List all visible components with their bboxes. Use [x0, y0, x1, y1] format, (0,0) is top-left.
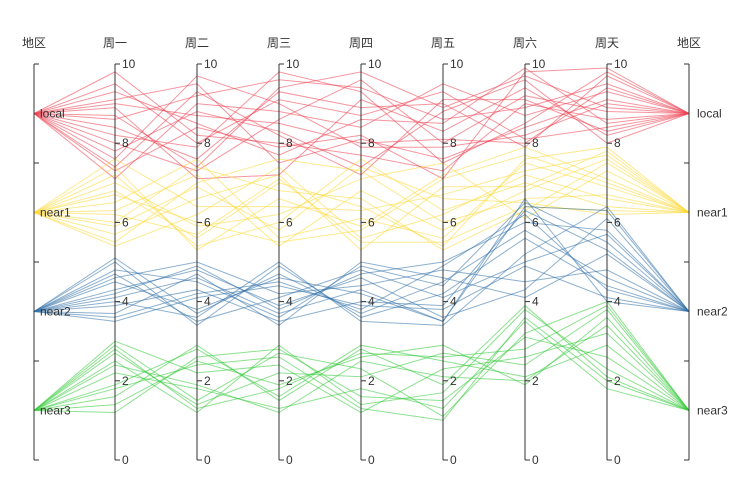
tick-label: 8	[204, 136, 211, 150]
axis-title: 周四	[349, 36, 373, 50]
tick-label: 0	[204, 453, 211, 467]
category-label-local: local	[40, 107, 65, 121]
tick-label: 0	[450, 453, 457, 467]
tick-label: 10	[368, 57, 382, 71]
tick-label: 0	[614, 453, 621, 467]
category-label-near3: near3	[697, 404, 728, 418]
tick-label: 4	[532, 295, 539, 309]
category-label-near2: near2	[697, 305, 728, 319]
axis-5: 周五 0 2 4 6 8 10	[431, 36, 464, 467]
axis-title: 周六	[513, 36, 537, 50]
axis-title: 地区	[677, 36, 701, 50]
tick-label: 8	[532, 136, 539, 150]
tick-label: 8	[122, 136, 129, 150]
tick-label: 4	[286, 295, 293, 309]
tick-label: 4	[368, 295, 375, 309]
category-label-near3: near3	[40, 404, 71, 418]
tick-label: 6	[614, 215, 621, 229]
tick-label: 0	[122, 453, 129, 467]
axis-3: 周三 0 2 4 6 8 10	[267, 36, 300, 467]
tick-label: 2	[532, 374, 539, 388]
tick-label: 0	[286, 453, 293, 467]
tick-label: 2	[204, 374, 211, 388]
axis-8: 地区 local near1 near2 near3	[677, 36, 728, 461]
tick-label: 0	[532, 453, 539, 467]
axis-title: 地区	[22, 36, 46, 50]
axis-title: 周一	[103, 36, 127, 50]
axis-title: 周天	[595, 36, 619, 50]
tick-label: 10	[614, 57, 628, 71]
axis-0: 地区 local near1 near2 near3	[22, 36, 71, 461]
tick-label: 2	[122, 374, 129, 388]
axis-6: 周六 0 2 4 6 8 10	[513, 36, 546, 467]
tick-label: 8	[614, 136, 621, 150]
tick-label: 4	[122, 295, 129, 309]
axes-layer: 地区 local near1 near2 near3 周一 0 2 4 6 8 10 周二 0 2 4 6 8 10…	[22, 36, 728, 467]
tick-label: 0	[368, 453, 375, 467]
tick-label: 4	[204, 295, 211, 309]
tick-label: 10	[532, 57, 546, 71]
axis-title: 周三	[267, 36, 291, 50]
tick-label: 6	[532, 215, 539, 229]
axis-7: 周天 0 2 4 6 8 10	[595, 36, 628, 467]
tick-label: 4	[450, 295, 457, 309]
category-label-near1: near1	[40, 206, 71, 220]
tick-label: 2	[368, 374, 375, 388]
tick-label: 2	[614, 374, 621, 388]
tick-label: 2	[450, 374, 457, 388]
tick-label: 6	[368, 215, 375, 229]
axis-title: 周二	[185, 36, 209, 50]
tick-label: 2	[286, 374, 293, 388]
tick-label: 10	[450, 57, 464, 71]
axis-2: 周二 0 2 4 6 8 10	[185, 36, 218, 467]
tick-label: 8	[286, 136, 293, 150]
tick-label: 4	[614, 295, 621, 309]
category-label-near2: near2	[40, 305, 71, 319]
axis-title: 周五	[431, 36, 455, 50]
tick-label: 8	[450, 136, 457, 150]
category-label-near1: near1	[697, 206, 728, 220]
axis-1: 周一 0 2 4 6 8 10	[103, 36, 136, 467]
tick-label: 10	[122, 57, 136, 71]
tick-label: 8	[368, 136, 375, 150]
tick-label: 10	[204, 57, 218, 71]
tick-label: 6	[450, 215, 457, 229]
tick-label: 10	[286, 57, 300, 71]
axis-4: 周四 0 2 4 6 8 10	[349, 36, 382, 467]
tick-label: 6	[122, 215, 129, 229]
category-label-local: local	[697, 107, 722, 121]
tick-label: 6	[286, 215, 293, 229]
tick-label: 6	[204, 215, 211, 229]
